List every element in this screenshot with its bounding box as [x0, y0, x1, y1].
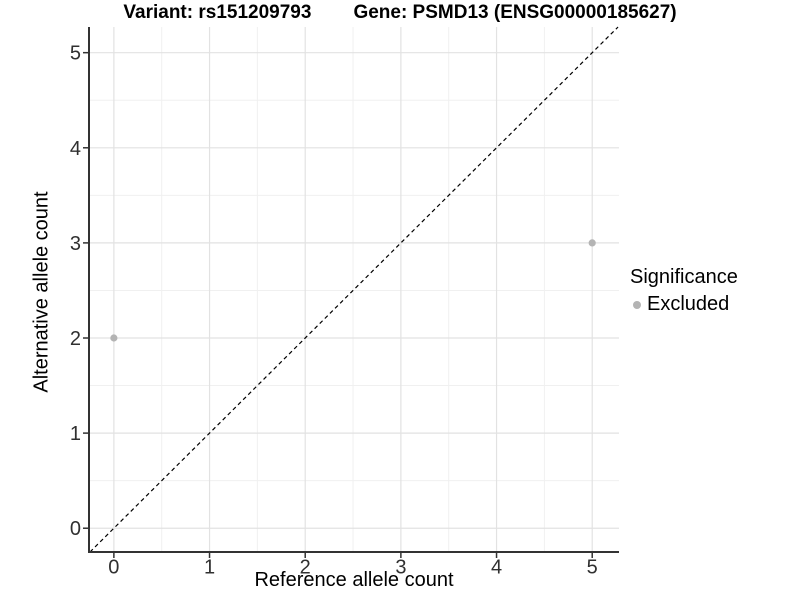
legend-title: Significance — [630, 266, 738, 288]
x-axis-title: Reference allele count — [254, 569, 454, 591]
y-tick-label: 2 — [70, 328, 81, 350]
y-tick-label: 1 — [70, 423, 81, 445]
x-tick-label: 1 — [204, 557, 215, 579]
y-tick-label: 4 — [70, 138, 81, 160]
x-tick-label: 2 — [300, 557, 311, 579]
x-tick-label: 3 — [395, 557, 406, 579]
y-tick-label: 3 — [70, 233, 81, 255]
legend-entries: Excluded — [630, 293, 738, 316]
y-tick-label: 5 — [70, 43, 81, 65]
plot-title-row: Variant: rs151209793 Gene: PSMD13 (ENSG0… — [0, 1, 800, 25]
x-tick-label: 4 — [491, 557, 502, 579]
y-axis-title: Alternative allele count — [30, 191, 53, 393]
y-tick-label: 0 — [70, 518, 81, 540]
data-point — [110, 334, 118, 342]
legend-entry-label: Excluded — [647, 293, 730, 315]
identity-reference-line — [89, 26, 619, 553]
legend: Significance Excluded — [630, 266, 738, 316]
gene-title: Gene: PSMD13 (ENSG00000185627) — [353, 2, 677, 23]
x-tick-label: 0 — [108, 557, 119, 579]
variant-title: Variant: rs151209793 — [123, 2, 312, 23]
data-point — [588, 239, 596, 247]
legend-entry: Excluded — [633, 293, 738, 316]
x-tick-label: 5 — [587, 557, 598, 579]
legend-point-swatch — [633, 300, 641, 309]
